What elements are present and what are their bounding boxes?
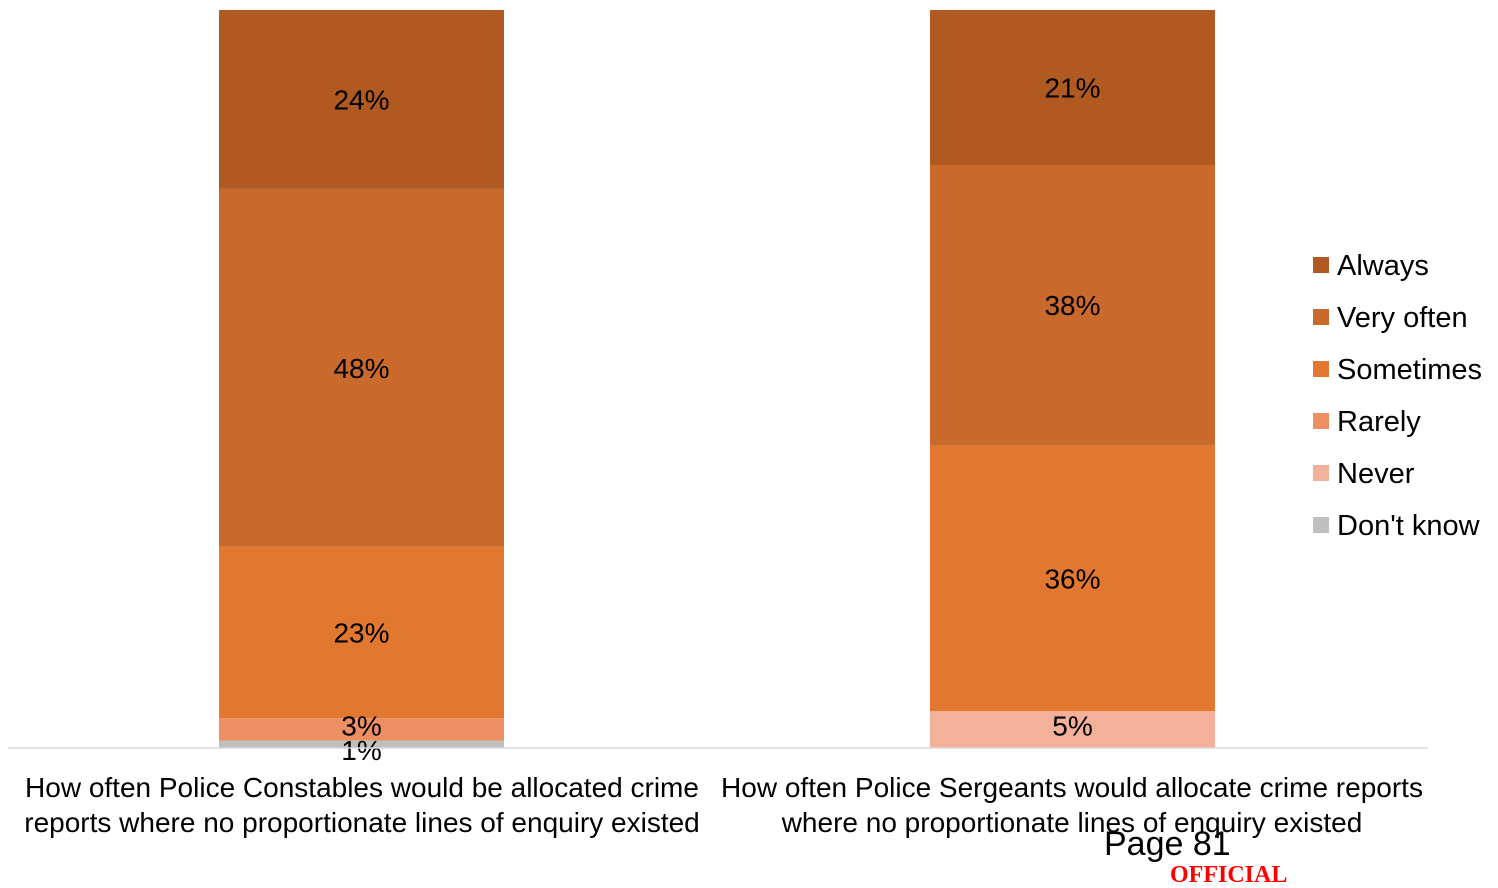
legend-label-very-often: Very often bbox=[1337, 302, 1468, 334]
legend-swatch-rarely bbox=[1313, 413, 1329, 429]
data-label-always-2: 21% bbox=[1044, 72, 1100, 103]
legend-label-always: Always bbox=[1337, 250, 1429, 282]
data-label-very-often-2: 38% bbox=[1044, 290, 1100, 321]
bar-segment-don-t-know-1 bbox=[219, 740, 504, 748]
bar-segment-always-1 bbox=[219, 10, 504, 189]
data-label-very-often-1: 48% bbox=[333, 353, 389, 384]
legend-label-sometimes: Sometimes bbox=[1337, 354, 1482, 386]
bar-segment-always-2 bbox=[930, 10, 1215, 165]
legend: Always Very often Sometimes Rarely Never Don'… bbox=[1313, 250, 1482, 542]
data-label-always-1: 24% bbox=[333, 84, 389, 115]
bar-segment-sometimes-2 bbox=[930, 445, 1215, 712]
bar-segment-very-often-1 bbox=[219, 188, 504, 547]
legend-label-don-t-know: Don't know bbox=[1337, 510, 1481, 542]
data-label-sometimes-2: 36% bbox=[1044, 563, 1100, 594]
bar-segment-never-2 bbox=[930, 711, 1215, 748]
category-label-constables: How often Police Constables would be all… bbox=[24, 772, 700, 838]
legend-swatch-sometimes bbox=[1313, 361, 1329, 377]
legend-swatch-never bbox=[1313, 465, 1329, 481]
data-label-sometimes-1: 23% bbox=[333, 617, 389, 648]
bar-segment-sometimes-1 bbox=[219, 546, 504, 719]
category-label-sergeants: How often Police Sergeants would allocat… bbox=[721, 772, 1423, 838]
legend-swatch-always bbox=[1313, 257, 1329, 273]
legend-swatch-very-often bbox=[1313, 309, 1329, 325]
legend-label-rarely: Rarely bbox=[1337, 406, 1421, 438]
segment-labels-group: 1%3% 23% 48% 24% 5% 36% 38% 21% bbox=[333, 72, 1100, 766]
data-label-rarely-1: 3% bbox=[341, 710, 381, 741]
data-label-don-t-know-1: 1% bbox=[341, 735, 381, 766]
legend-swatch-don-t-know bbox=[1313, 517, 1329, 533]
bar-segment-rarely-1 bbox=[219, 718, 504, 741]
bars-group bbox=[219, 10, 1215, 748]
bar-segment-very-often-2 bbox=[930, 164, 1215, 446]
data-label-never-2: 5% bbox=[1052, 711, 1092, 742]
page-number: Page 81 bbox=[1104, 825, 1231, 863]
official-marking: OFFICIAL bbox=[1170, 862, 1288, 888]
legend-label-never: Never bbox=[1337, 458, 1415, 490]
